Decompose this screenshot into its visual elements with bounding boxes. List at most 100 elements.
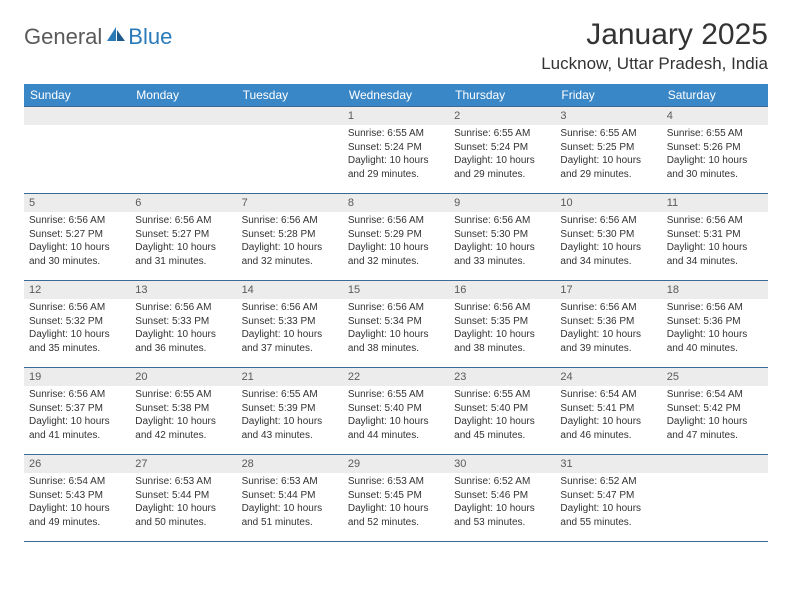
calendar-cell: [24, 107, 130, 193]
sunset-line: Sunset: 5:27 PM: [135, 228, 231, 242]
day-number: 14: [237, 281, 343, 299]
day-details: Sunrise: 6:55 AMSunset: 5:24 PMDaylight:…: [343, 125, 449, 185]
sunset-line: Sunset: 5:34 PM: [348, 315, 444, 329]
sunset-line: Sunset: 5:35 PM: [454, 315, 550, 329]
daylight-line: Daylight: 10 hours and 34 minutes.: [667, 241, 763, 268]
sunset-line: Sunset: 5:30 PM: [454, 228, 550, 242]
sunrise-line: Sunrise: 6:56 AM: [454, 214, 550, 228]
day-details: Sunrise: 6:53 AMSunset: 5:44 PMDaylight:…: [130, 473, 236, 533]
sunset-line: Sunset: 5:28 PM: [242, 228, 338, 242]
day-number: 11: [662, 194, 768, 212]
sunset-line: Sunset: 5:25 PM: [560, 141, 656, 155]
daylight-line: Daylight: 10 hours and 36 minutes.: [135, 328, 231, 355]
sunset-line: Sunset: 5:36 PM: [667, 315, 763, 329]
day-details: [662, 473, 768, 479]
calendar-cell: 26Sunrise: 6:54 AMSunset: 5:43 PMDayligh…: [24, 455, 130, 541]
day-details: Sunrise: 6:52 AMSunset: 5:47 PMDaylight:…: [555, 473, 661, 533]
weekday-header: Sunday: [24, 84, 130, 106]
calendar-cell: 30Sunrise: 6:52 AMSunset: 5:46 PMDayligh…: [449, 455, 555, 541]
daylight-line: Daylight: 10 hours and 32 minutes.: [242, 241, 338, 268]
calendar-cell: 31Sunrise: 6:52 AMSunset: 5:47 PMDayligh…: [555, 455, 661, 541]
sunset-line: Sunset: 5:42 PM: [667, 402, 763, 416]
day-number: 8: [343, 194, 449, 212]
sunrise-line: Sunrise: 6:56 AM: [135, 301, 231, 315]
sunset-line: Sunset: 5:31 PM: [667, 228, 763, 242]
day-number: 23: [449, 368, 555, 386]
day-number: 12: [24, 281, 130, 299]
calendar-cell: 17Sunrise: 6:56 AMSunset: 5:36 PMDayligh…: [555, 281, 661, 367]
day-number: 26: [24, 455, 130, 473]
daylight-line: Daylight: 10 hours and 44 minutes.: [348, 415, 444, 442]
calendar-cell: 16Sunrise: 6:56 AMSunset: 5:35 PMDayligh…: [449, 281, 555, 367]
day-details: Sunrise: 6:56 AMSunset: 5:28 PMDaylight:…: [237, 212, 343, 272]
logo: General Blue: [24, 18, 172, 50]
sunrise-line: Sunrise: 6:53 AM: [348, 475, 444, 489]
weekday-header: Wednesday: [343, 84, 449, 106]
calendar-cell: 7Sunrise: 6:56 AMSunset: 5:28 PMDaylight…: [237, 194, 343, 280]
sunset-line: Sunset: 5:37 PM: [29, 402, 125, 416]
day-number: 9: [449, 194, 555, 212]
sunrise-line: Sunrise: 6:55 AM: [242, 388, 338, 402]
daylight-line: Daylight: 10 hours and 35 minutes.: [29, 328, 125, 355]
day-number: 29: [343, 455, 449, 473]
sunset-line: Sunset: 5:40 PM: [348, 402, 444, 416]
daylight-line: Daylight: 10 hours and 41 minutes.: [29, 415, 125, 442]
sunrise-line: Sunrise: 6:53 AM: [242, 475, 338, 489]
calendar-body: 1Sunrise: 6:55 AMSunset: 5:24 PMDaylight…: [24, 106, 768, 542]
sunrise-line: Sunrise: 6:55 AM: [560, 127, 656, 141]
day-number: 30: [449, 455, 555, 473]
calendar-cell: [130, 107, 236, 193]
calendar-cell: 18Sunrise: 6:56 AMSunset: 5:36 PMDayligh…: [662, 281, 768, 367]
calendar-week: 1Sunrise: 6:55 AMSunset: 5:24 PMDaylight…: [24, 106, 768, 193]
location-subtitle: Lucknow, Uttar Pradesh, India: [541, 54, 768, 74]
day-number: [662, 455, 768, 473]
sunrise-line: Sunrise: 6:55 AM: [454, 127, 550, 141]
daylight-line: Daylight: 10 hours and 51 minutes.: [242, 502, 338, 529]
calendar-cell: [237, 107, 343, 193]
day-details: Sunrise: 6:56 AMSunset: 5:27 PMDaylight:…: [24, 212, 130, 272]
sunset-line: Sunset: 5:33 PM: [242, 315, 338, 329]
calendar-cell: 3Sunrise: 6:55 AMSunset: 5:25 PMDaylight…: [555, 107, 661, 193]
calendar-cell: 14Sunrise: 6:56 AMSunset: 5:33 PMDayligh…: [237, 281, 343, 367]
day-number: 4: [662, 107, 768, 125]
calendar-cell: 5Sunrise: 6:56 AMSunset: 5:27 PMDaylight…: [24, 194, 130, 280]
day-details: Sunrise: 6:55 AMSunset: 5:26 PMDaylight:…: [662, 125, 768, 185]
day-details: Sunrise: 6:56 AMSunset: 5:29 PMDaylight:…: [343, 212, 449, 272]
sunset-line: Sunset: 5:44 PM: [135, 489, 231, 503]
day-number: 31: [555, 455, 661, 473]
logo-text-blue: Blue: [128, 24, 172, 50]
sunrise-line: Sunrise: 6:55 AM: [454, 388, 550, 402]
daylight-line: Daylight: 10 hours and 46 minutes.: [560, 415, 656, 442]
day-number: 27: [130, 455, 236, 473]
daylight-line: Daylight: 10 hours and 34 minutes.: [560, 241, 656, 268]
daylight-line: Daylight: 10 hours and 38 minutes.: [454, 328, 550, 355]
calendar-cell: 20Sunrise: 6:55 AMSunset: 5:38 PMDayligh…: [130, 368, 236, 454]
day-number: 28: [237, 455, 343, 473]
day-details: Sunrise: 6:56 AMSunset: 5:35 PMDaylight:…: [449, 299, 555, 359]
calendar-cell: 8Sunrise: 6:56 AMSunset: 5:29 PMDaylight…: [343, 194, 449, 280]
sunrise-line: Sunrise: 6:53 AM: [135, 475, 231, 489]
daylight-line: Daylight: 10 hours and 50 minutes.: [135, 502, 231, 529]
day-details: Sunrise: 6:53 AMSunset: 5:45 PMDaylight:…: [343, 473, 449, 533]
day-details: Sunrise: 6:56 AMSunset: 5:27 PMDaylight:…: [130, 212, 236, 272]
daylight-line: Daylight: 10 hours and 38 minutes.: [348, 328, 444, 355]
sunrise-line: Sunrise: 6:56 AM: [29, 301, 125, 315]
logo-sail-icon: [106, 26, 126, 49]
day-details: Sunrise: 6:55 AMSunset: 5:24 PMDaylight:…: [449, 125, 555, 185]
daylight-line: Daylight: 10 hours and 55 minutes.: [560, 502, 656, 529]
sunrise-line: Sunrise: 6:56 AM: [135, 214, 231, 228]
sunset-line: Sunset: 5:29 PM: [348, 228, 444, 242]
sunrise-line: Sunrise: 6:55 AM: [667, 127, 763, 141]
daylight-line: Daylight: 10 hours and 29 minutes.: [348, 154, 444, 181]
sunset-line: Sunset: 5:33 PM: [135, 315, 231, 329]
sunset-line: Sunset: 5:40 PM: [454, 402, 550, 416]
sunset-line: Sunset: 5:36 PM: [560, 315, 656, 329]
sunset-line: Sunset: 5:32 PM: [29, 315, 125, 329]
day-number: 5: [24, 194, 130, 212]
calendar-cell: 29Sunrise: 6:53 AMSunset: 5:45 PMDayligh…: [343, 455, 449, 541]
daylight-line: Daylight: 10 hours and 39 minutes.: [560, 328, 656, 355]
day-details: Sunrise: 6:56 AMSunset: 5:36 PMDaylight:…: [662, 299, 768, 359]
calendar-cell: 28Sunrise: 6:53 AMSunset: 5:44 PMDayligh…: [237, 455, 343, 541]
day-details: Sunrise: 6:53 AMSunset: 5:44 PMDaylight:…: [237, 473, 343, 533]
weekday-header: Saturday: [662, 84, 768, 106]
